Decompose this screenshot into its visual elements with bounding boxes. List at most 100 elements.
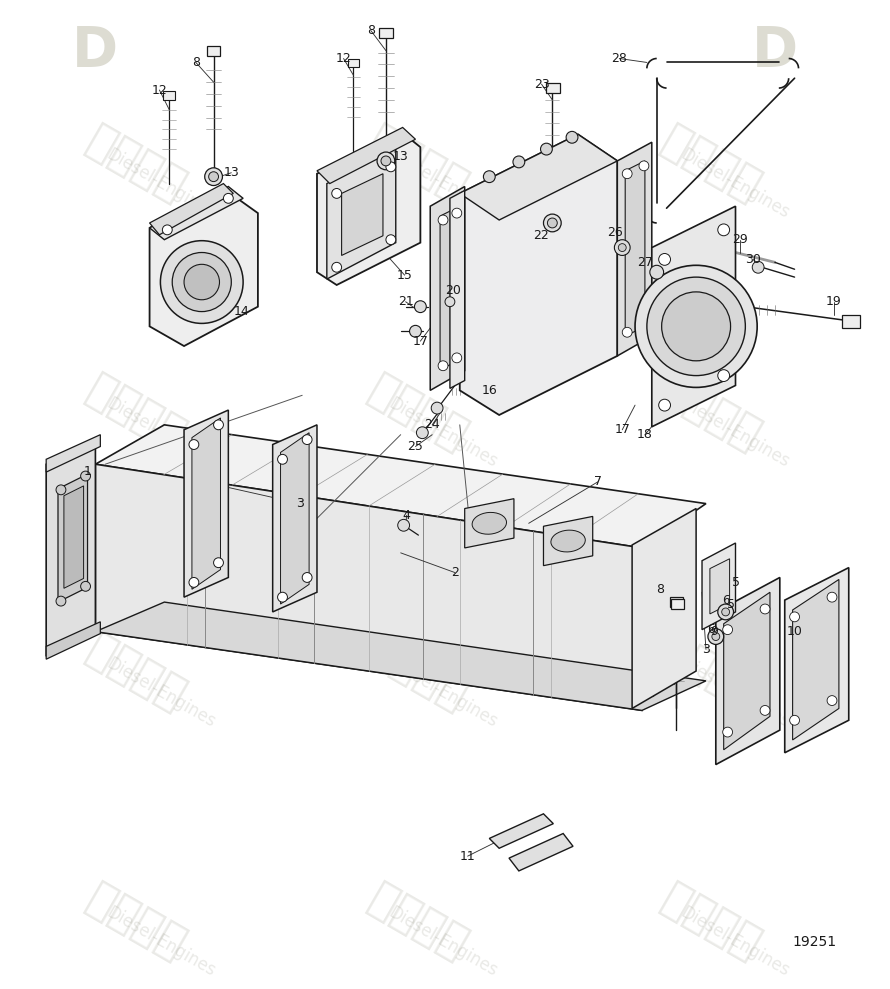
Circle shape [789, 715, 799, 725]
Circle shape [647, 277, 745, 376]
Polygon shape [710, 559, 730, 614]
Text: 紫发动力: 紫发动力 [80, 877, 194, 967]
Circle shape [438, 361, 448, 371]
Text: Diesel-Engines: Diesel-Engines [678, 903, 793, 980]
Text: Diesel-Engines: Diesel-Engines [104, 395, 219, 471]
Text: Diesel-Engines: Diesel-Engines [104, 654, 219, 731]
Text: 7: 7 [594, 476, 602, 489]
Polygon shape [509, 834, 573, 871]
Circle shape [717, 604, 733, 620]
Circle shape [417, 427, 428, 438]
Circle shape [622, 169, 632, 179]
Polygon shape [460, 135, 618, 220]
Circle shape [189, 578, 198, 587]
Text: Diesel-Engines: Diesel-Engines [104, 903, 219, 980]
Circle shape [760, 705, 770, 715]
Circle shape [547, 218, 557, 227]
Circle shape [160, 240, 243, 323]
Text: 20: 20 [445, 285, 461, 298]
Circle shape [544, 214, 562, 231]
Circle shape [659, 253, 670, 265]
Text: 19: 19 [826, 296, 842, 309]
Text: 1: 1 [84, 465, 92, 478]
Circle shape [303, 573, 312, 583]
Text: 28: 28 [611, 52, 627, 65]
Polygon shape [317, 132, 420, 285]
Text: Diesel-Engines: Diesel-Engines [678, 145, 793, 223]
Circle shape [723, 727, 732, 737]
Circle shape [661, 292, 731, 361]
Text: 26: 26 [608, 226, 623, 239]
Circle shape [650, 265, 664, 279]
Polygon shape [46, 435, 101, 472]
Polygon shape [317, 128, 416, 184]
Bar [379, 28, 392, 38]
Text: 紫发动力: 紫发动力 [654, 119, 768, 210]
Text: 5: 5 [726, 597, 734, 610]
Polygon shape [651, 207, 735, 427]
Text: 14: 14 [233, 305, 249, 318]
Polygon shape [440, 208, 457, 370]
Circle shape [722, 608, 730, 616]
Circle shape [415, 301, 426, 313]
Text: 27: 27 [637, 256, 653, 269]
Bar [669, 597, 684, 607]
Circle shape [712, 633, 720, 641]
Circle shape [452, 209, 462, 218]
Circle shape [717, 224, 730, 235]
Circle shape [386, 162, 396, 172]
Polygon shape [460, 135, 618, 415]
Circle shape [332, 189, 342, 199]
Circle shape [208, 172, 219, 182]
Text: 16: 16 [481, 384, 498, 397]
Circle shape [214, 558, 223, 568]
Circle shape [56, 485, 66, 494]
Text: 13: 13 [223, 166, 239, 179]
Text: 4: 4 [402, 509, 410, 522]
Text: 8: 8 [368, 25, 376, 38]
Bar [546, 83, 560, 93]
Polygon shape [716, 578, 780, 764]
Circle shape [398, 519, 409, 531]
Text: 紫发动力: 紫发动力 [361, 877, 475, 967]
Text: Diesel-Engines: Diesel-Engines [678, 654, 793, 731]
Polygon shape [95, 602, 706, 710]
Polygon shape [95, 425, 706, 548]
Polygon shape [793, 580, 839, 740]
Text: 19251: 19251 [792, 935, 837, 948]
Circle shape [332, 262, 342, 272]
Circle shape [173, 252, 231, 312]
Polygon shape [95, 464, 642, 710]
Bar [164, 91, 175, 100]
Circle shape [81, 582, 91, 591]
Polygon shape [465, 498, 514, 548]
Circle shape [483, 171, 495, 183]
Text: Diesel-Engines: Diesel-Engines [385, 903, 501, 980]
Text: 22: 22 [532, 229, 548, 242]
Circle shape [377, 152, 395, 170]
Text: 17: 17 [412, 334, 428, 347]
Text: 紫发动力: 紫发动力 [361, 628, 475, 718]
Circle shape [635, 265, 757, 388]
Text: 紫发动力: 紫发动力 [80, 368, 194, 458]
Text: 25: 25 [408, 440, 424, 453]
Text: 9: 9 [710, 625, 717, 638]
Circle shape [827, 592, 837, 602]
Text: 29: 29 [732, 233, 748, 246]
Circle shape [614, 239, 630, 255]
Circle shape [438, 215, 448, 225]
Circle shape [386, 234, 396, 244]
Circle shape [513, 156, 525, 168]
Text: 5: 5 [732, 576, 740, 588]
Polygon shape [184, 410, 229, 597]
Polygon shape [280, 433, 309, 604]
Circle shape [205, 168, 222, 186]
Polygon shape [430, 187, 465, 391]
Text: 15: 15 [397, 269, 413, 282]
Circle shape [56, 596, 66, 606]
Polygon shape [632, 508, 696, 708]
Circle shape [827, 695, 837, 705]
Bar [206, 45, 221, 55]
Text: 2: 2 [451, 566, 458, 579]
Circle shape [723, 625, 732, 635]
